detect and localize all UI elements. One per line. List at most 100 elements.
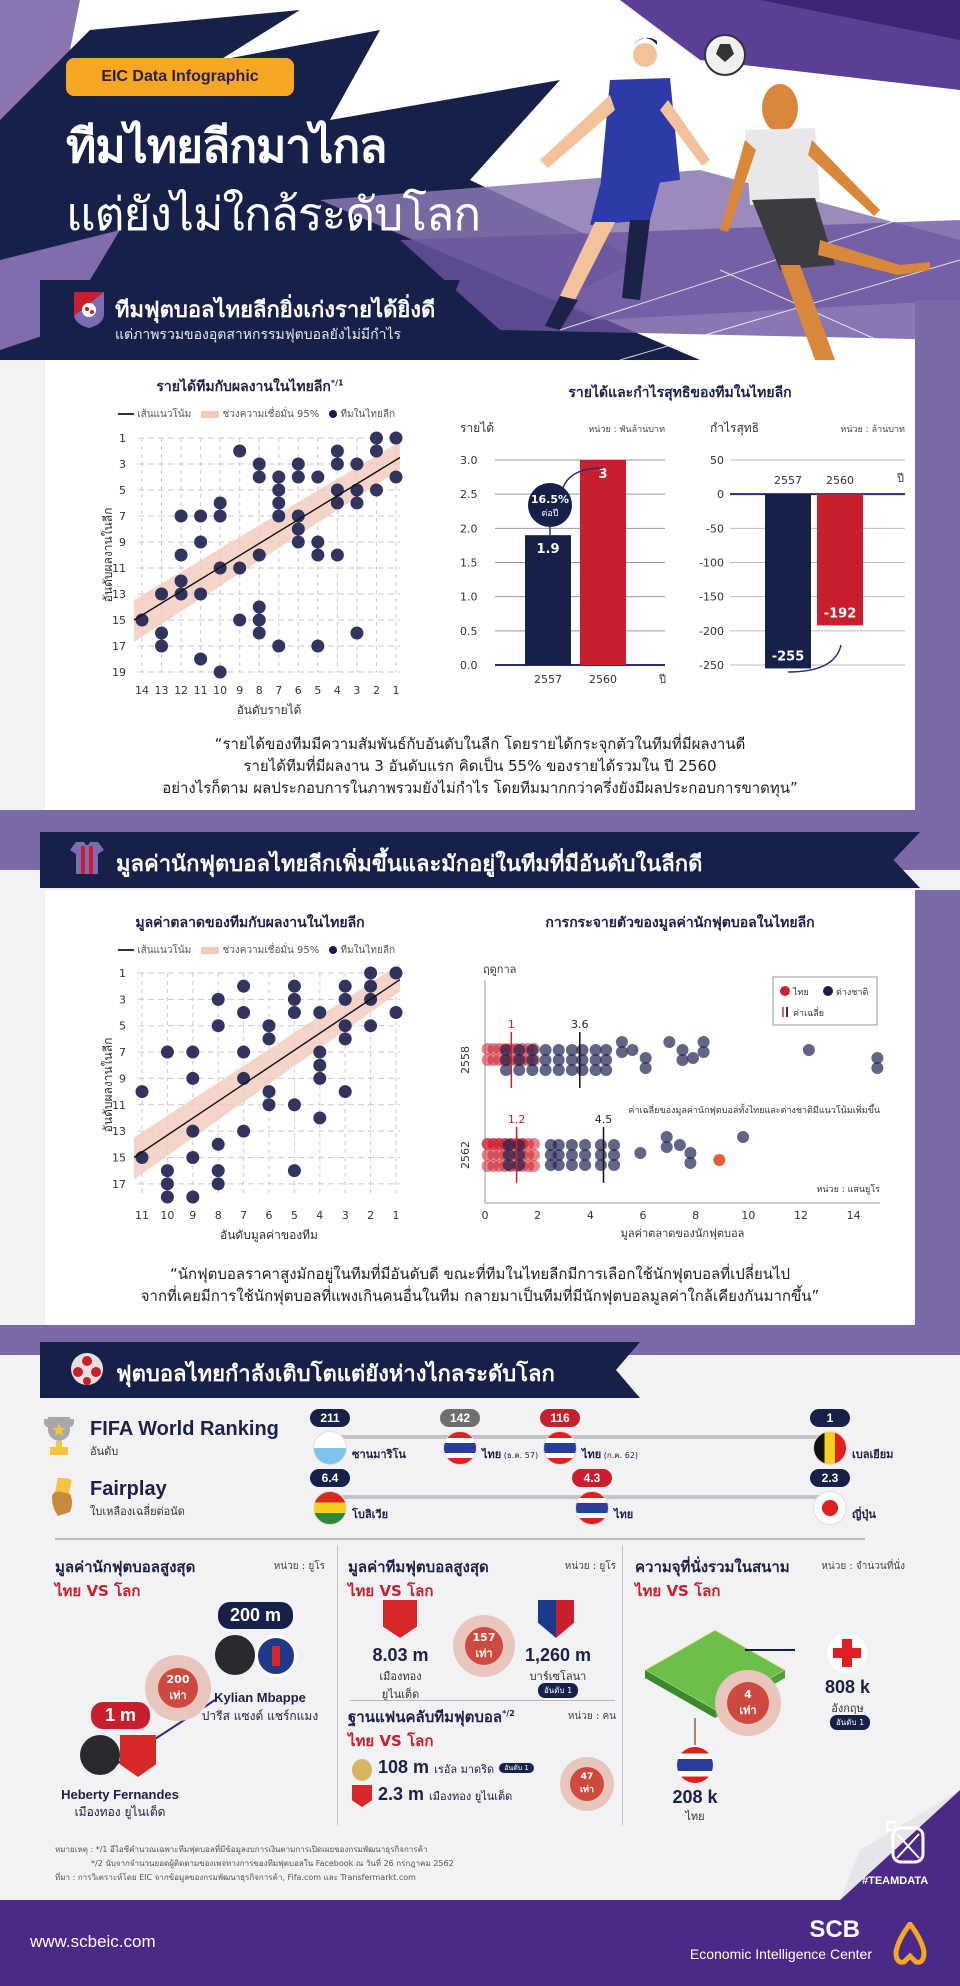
country-label: เบลเยียม — [852, 1448, 894, 1461]
team-value-title: มูลค่าทีมฟุตบอลสูงสุด — [348, 1558, 489, 1576]
footer-url[interactable]: www.scbeic.com — [30, 1932, 156, 1951]
legend-trend: เส้นแนวโน้ม — [118, 943, 191, 958]
svg-text:5: 5 — [119, 1020, 126, 1033]
svg-text:2562: 2562 — [459, 1141, 472, 1169]
country-flag-icon — [575, 1491, 609, 1525]
team-value-unit: หน่วย : ยูโร — [564, 1561, 616, 1572]
hero-title-line1: ทีมไทยลีกมาไกล — [66, 119, 387, 173]
ranking-value-badge: 211 — [310, 1409, 350, 1427]
svg-text:-200: -200 — [699, 625, 724, 638]
muangthong-logo-icon — [383, 1600, 417, 1638]
svg-text:19: 19 — [112, 666, 126, 679]
svg-text:9: 9 — [236, 684, 243, 697]
svg-text:มูลค่าตลาดของนักฟุตบอล: มูลค่าตลาดของนักฟุตบอล — [621, 1227, 745, 1240]
svg-text:ต่างชาติ: ต่างชาติ — [836, 987, 868, 998]
country-flag-icon — [813, 1491, 847, 1525]
svg-text:2: 2 — [367, 1209, 374, 1222]
svg-text:8: 8 — [692, 1209, 699, 1222]
svg-text:1.5: 1.5 — [460, 557, 478, 570]
svg-text:-192: -192 — [824, 606, 857, 621]
svg-text:4.5: 4.5 — [595, 1113, 613, 1126]
chart4-title: การกระจายตัวของมูลค่านักฟุตบอลในไทยลีก — [545, 915, 815, 931]
section1-quote: “รายได้ของทีมมีความสัมพันธ์กับอันดับในลี… — [162, 735, 798, 797]
svg-text:8: 8 — [215, 1209, 222, 1222]
section2-title: มูลค่านักฟุตบอลไทยลีกเพิ่มขึ้นและมักอยู่… — [116, 852, 703, 877]
svg-text:3.0: 3.0 — [460, 454, 478, 467]
hero-banner: EIC Data Infographic ทีมไทยลีกมาไกล แต่ย… — [0, 0, 960, 360]
world-player-club: ปารีส แซงต์ แชร์กแมง — [201, 1709, 319, 1723]
world-player-name: Kylian Mbappe — [214, 1690, 306, 1705]
svg-text:0.0: 0.0 — [460, 659, 478, 672]
svg-text:หน่วย : แสนยูโร: หน่วย : แสนยูโร — [816, 1184, 880, 1195]
svg-text:1.0: 1.0 — [460, 591, 478, 604]
svg-text:0: 0 — [482, 1209, 489, 1222]
trophy-icon — [44, 1417, 74, 1455]
svg-text:อันดับมูลค่าของทีม: อันดับมูลค่าของทีม — [220, 1228, 318, 1243]
svg-text:-255: -255 — [772, 649, 805, 664]
section1-header — [40, 280, 460, 360]
svg-text:2.5: 2.5 — [460, 488, 478, 501]
country-label: ซานมาริโน — [352, 1448, 406, 1461]
fanbase-ratio-badge: 47 เท่า — [560, 1757, 614, 1811]
svg-text:8: 8 — [256, 684, 263, 697]
hero-background-art — [0, 0, 960, 360]
fanbase-vs: ไทย VS โลก — [348, 1732, 434, 1750]
country-flag-icon — [313, 1431, 347, 1465]
country-label: ญี่ปุ่น — [852, 1508, 876, 1521]
fairplay-label: Fairplay — [90, 1478, 167, 1500]
svg-text:3: 3 — [342, 1209, 349, 1222]
svg-text:2558: 2558 — [459, 1046, 472, 1074]
svg-text:อันดับรายได้: อันดับรายได้ — [237, 703, 302, 717]
page-curl — [840, 1790, 960, 1900]
svg-text:0: 0 — [717, 488, 724, 501]
svg-text:1: 1 — [393, 1209, 400, 1222]
fairplay-sublabel: ใบเหลืองเฉลี่ยต่อนัด — [90, 1505, 185, 1518]
svg-text:6: 6 — [640, 1209, 647, 1222]
svg-text:14: 14 — [847, 1209, 861, 1222]
shield-ball-icon — [74, 292, 104, 328]
footer: www.scbeic.com SCB Economic Intelligence… — [0, 1900, 960, 1986]
team-ratio-badge: 157 เท่า — [453, 1615, 515, 1677]
card-divider-2 — [622, 1545, 623, 1825]
legend-teams: ทีมในไทยลีก — [329, 943, 395, 958]
divider-line — [55, 1538, 865, 1540]
heberty-avatar — [80, 1735, 120, 1775]
country-label: โบลิเวีย — [352, 1508, 389, 1521]
right-purple-edge — [915, 300, 960, 820]
svg-text:1: 1 — [119, 432, 126, 445]
svg-text:3: 3 — [353, 684, 360, 697]
svg-text:1: 1 — [119, 967, 126, 980]
player-ratio-badge: 200 เท่า — [145, 1655, 211, 1721]
chart2-title: รายได้และกำไรสุทธิของทีมในไทยลีก — [568, 385, 792, 401]
player-value-vs: ไทย VS โลก — [55, 1582, 141, 1600]
team-value-vs: ไทย VS โลก — [348, 1582, 434, 1600]
svg-text:15: 15 — [112, 1151, 126, 1164]
stadium-vs: ไทย VS โลก — [635, 1582, 721, 1600]
scb-logo-icon — [893, 1922, 927, 1965]
legend-trend: เส้นแนวโน้ม — [118, 407, 191, 422]
svg-text:ต่อปี: ต่อปี — [542, 508, 559, 519]
svg-text:หน่วย : ล้านบาท: หน่วย : ล้านบาท — [840, 424, 905, 435]
world-team-value: 1,260 m — [524, 1645, 592, 1665]
svg-text:2557: 2557 — [534, 673, 562, 686]
stadium-title: ความจุที่นั่งรวมในสนาม — [635, 1558, 790, 1576]
teamdata-icon — [886, 1821, 925, 1864]
thai-player-value: 1 m — [91, 1702, 151, 1729]
ranking-value-badge: 116 — [540, 1409, 580, 1427]
card-fanbase: ฐานแฟนคลับทีมฟุตบอล*/2 ไทย VS โลก หน่วย … — [348, 1705, 616, 1820]
legend-teams: ทีมในไทยลีก — [329, 407, 395, 422]
footnotes: หมายเหตุ : */1 อีไอซีคำนวณเฉพาะทีมฟุตบอล… — [55, 1845, 454, 1882]
svg-text:7: 7 — [119, 1046, 126, 1059]
svg-text:11: 11 — [135, 1209, 149, 1222]
ranking-value-badge: 142 — [440, 1409, 480, 1427]
svg-text:14: 14 — [135, 684, 149, 697]
football-icon — [71, 1353, 103, 1385]
svg-text:17: 17 — [112, 1178, 126, 1191]
svg-text:ปี: ปี — [896, 472, 904, 485]
svg-text:7: 7 — [240, 1209, 247, 1222]
card-stadium: ความจุที่นั่งรวมในสนาม ไทย VS โลก หน่วย … — [635, 1555, 915, 1823]
chart3-title: มูลค่าตลาดของทีมกับผลงานในไทยลีก — [135, 915, 365, 931]
svg-text:2.0: 2.0 — [460, 522, 478, 535]
real-madrid-logo-icon — [352, 1759, 372, 1781]
player-value-title: มูลค่านักฟุตบอลสูงสุด — [55, 1558, 196, 1576]
